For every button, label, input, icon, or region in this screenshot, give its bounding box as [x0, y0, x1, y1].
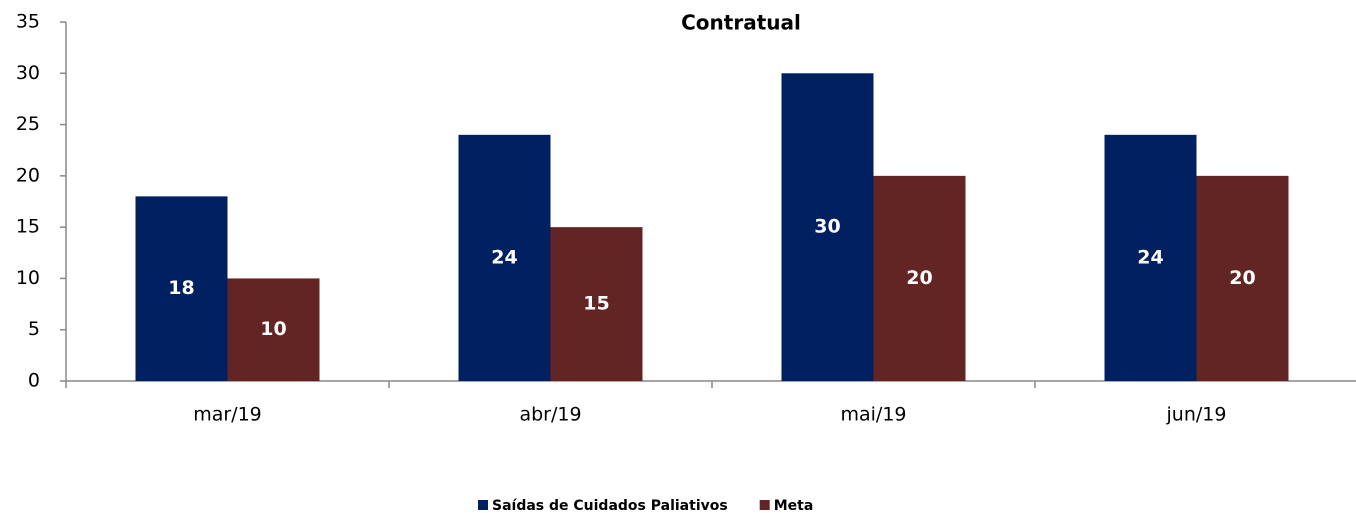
data-label: 15	[583, 293, 609, 315]
y-tick-label: 30	[16, 62, 40, 84]
data-label: 20	[906, 267, 932, 289]
legend-label: Meta	[774, 498, 814, 513]
bar	[458, 134, 551, 381]
bar	[1104, 134, 1197, 381]
x-tick-label: abr/19	[519, 404, 581, 426]
data-label: 30	[814, 216, 840, 238]
y-tick-label: 5	[28, 318, 40, 340]
data-label: 18	[168, 277, 194, 299]
x-tick-label: mai/19	[840, 404, 906, 426]
data-label: 20	[1229, 267, 1255, 289]
y-tick-label: 0	[28, 370, 40, 392]
data-label: 10	[260, 318, 286, 340]
y-tick-label: 35	[16, 11, 40, 33]
bar	[1196, 175, 1289, 381]
x-tick-label: mar/19	[193, 404, 262, 426]
bar	[873, 175, 966, 381]
y-tick-label: 10	[16, 267, 40, 289]
data-label: 24	[491, 246, 517, 268]
data-label: 24	[1137, 246, 1163, 268]
chart-title: Contratual	[681, 11, 801, 35]
bar	[227, 278, 320, 381]
legend-label: Saídas de Cuidados Paliativos	[492, 498, 728, 513]
y-tick-label: 25	[16, 113, 40, 135]
bar	[781, 73, 874, 382]
y-tick-label: 20	[16, 164, 40, 186]
x-tick-label: jun/19	[1166, 404, 1227, 426]
bar	[550, 227, 643, 381]
legend-swatch	[759, 500, 770, 510]
y-tick-label: 15	[16, 216, 40, 238]
bar	[135, 196, 228, 381]
legend-swatch	[478, 500, 488, 510]
